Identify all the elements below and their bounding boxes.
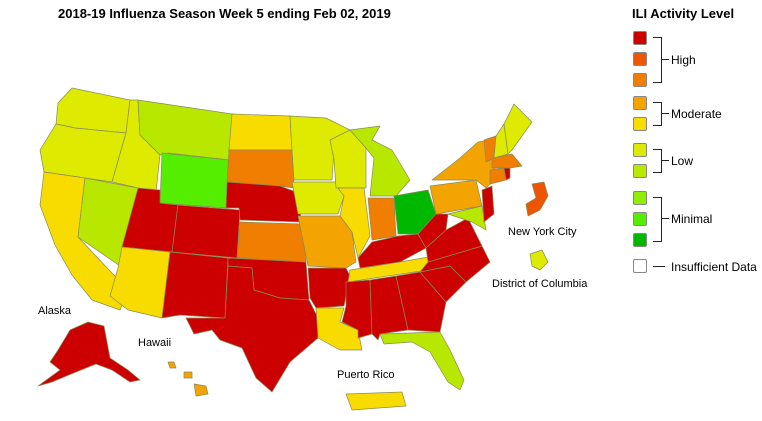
swatch-level-6 — [633, 117, 647, 131]
state-ga[interactable] — [395, 271, 447, 333]
hawaii-island-2[interactable] — [183, 371, 193, 379]
puerto-rico[interactable] — [345, 391, 407, 411]
nyc-inset[interactable] — [525, 181, 549, 217]
bracket-low — [653, 149, 662, 173]
bracket-moderate — [653, 102, 662, 126]
legend-label-insufficient: Insufficient Data — [671, 260, 757, 274]
label-new-york-city: New York City — [508, 226, 577, 238]
state-nj[interactable] — [481, 185, 495, 223]
state-mi[interactable] — [349, 125, 411, 197]
insufficient-line — [653, 266, 665, 267]
swatch-level-9 — [633, 52, 647, 66]
state-la[interactable] — [315, 307, 363, 351]
state-ne[interactable] — [225, 181, 303, 223]
map-title: 2018-19 Influenza Season Week 5 ending F… — [58, 6, 391, 21]
state-me[interactable] — [503, 103, 533, 155]
swatch-level-7 — [633, 96, 647, 110]
bracket-high — [653, 37, 662, 83]
state-wy[interactable] — [159, 152, 230, 209]
swatch-level-3 — [633, 191, 647, 205]
state-sd[interactable] — [226, 149, 295, 189]
label-puerto-rico: Puerto Rico — [337, 369, 395, 381]
swatch-level-4 — [633, 164, 647, 178]
swatch-level-10 — [633, 31, 647, 45]
bracket-tick-low — [661, 160, 669, 161]
legend-label-minimal: Minimal — [671, 212, 713, 226]
bracket-tick-moderate — [661, 113, 669, 114]
state-tx[interactable] — [185, 265, 319, 393]
state-ct[interactable] — [489, 167, 507, 185]
label-alaska: Alaska — [38, 305, 72, 317]
dc-inset[interactable] — [529, 249, 549, 271]
hawaii-island-3[interactable] — [193, 383, 209, 397]
state-ks[interactable] — [236, 221, 307, 263]
label-hawaii: Hawaii — [138, 337, 172, 349]
state-md[interactable] — [447, 205, 487, 231]
legend: ILI Activity Level High Moderate Low Min… — [626, 0, 762, 421]
state-ma[interactable] — [491, 153, 523, 169]
label-district-of-columbia: District of Columbia — [492, 278, 588, 290]
swatch-level-5 — [633, 143, 647, 157]
state-ar[interactable] — [307, 267, 351, 309]
bracket-minimal — [653, 197, 662, 242]
swatch-level-2 — [633, 212, 647, 226]
state-ia[interactable] — [291, 181, 345, 215]
bracket-tick-high — [661, 59, 669, 60]
legend-title: ILI Activity Level — [632, 6, 735, 21]
legend-label-low: Low — [671, 154, 694, 168]
state-nm[interactable] — [161, 251, 229, 319]
state-nd[interactable] — [228, 113, 293, 151]
legend-label-moderate: Moderate — [671, 107, 722, 121]
state-fl[interactable] — [379, 331, 465, 391]
us-map — [37, 87, 549, 411]
swatch-level-1 — [633, 233, 647, 247]
hawaii[interactable] — [167, 361, 177, 369]
alaska[interactable] — [37, 321, 141, 387]
legend-label-high: High — [671, 53, 696, 67]
state-co[interactable] — [171, 204, 241, 259]
bracket-tick-minimal — [661, 218, 669, 219]
state-il[interactable] — [337, 187, 371, 259]
swatch-insufficient — [633, 259, 647, 273]
state-wv[interactable] — [417, 213, 449, 249]
state-in[interactable] — [367, 197, 397, 241]
state-mn[interactable] — [289, 115, 351, 181]
swatch-level-8 — [633, 73, 647, 87]
